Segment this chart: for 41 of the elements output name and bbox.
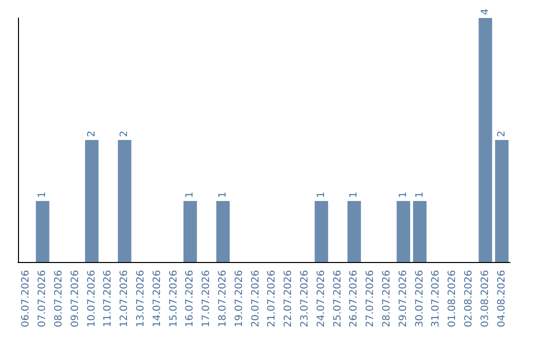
data-label: 1 <box>37 192 48 198</box>
x-tick-label: 22.07.2026 <box>283 270 294 328</box>
data-label: 2 <box>119 130 130 137</box>
x-tick-label: 10.07.2026 <box>86 270 98 328</box>
x-tick-label: 21.07.2026 <box>266 270 278 328</box>
x-tick-label: 16.07.2026 <box>184 270 196 328</box>
x-tick-label: 09.07.2026 <box>70 270 81 328</box>
x-tick-label: 31.07.2026 <box>430 270 442 328</box>
x-tick-label: 19.07.2026 <box>234 270 245 328</box>
data-label: 2 <box>496 130 508 137</box>
x-tick-label: 28.07.2026 <box>382 270 392 328</box>
x-tick-label: 18.07.2026 <box>218 270 228 328</box>
data-label: 1 <box>398 192 409 198</box>
x-tick-label: 14.07.2026 <box>152 270 163 328</box>
x-tick-label: 20.07.2026 <box>250 270 262 328</box>
x-tick-label: 26.07.2026 <box>348 270 360 328</box>
x-tick-label: 06.07.2026 <box>20 270 32 328</box>
data-label: 1 <box>184 192 196 198</box>
x-tick-label: 24.07.2026 <box>316 270 327 328</box>
x-tick-label: 15.07.2026 <box>168 270 180 328</box>
x-tick-label: 17.07.2026 <box>201 270 212 328</box>
x-tick-label: 13.07.2026 <box>136 270 146 328</box>
data-label: 1 <box>218 192 228 198</box>
x-tick-label: 07.07.2026 <box>37 270 48 328</box>
x-tick-label: 04.08.2026 <box>496 270 508 328</box>
x-tick-label: 25.07.2026 <box>332 270 344 328</box>
data-label: 2 <box>86 130 98 137</box>
x-tick-label: 03.08.2026 <box>480 270 491 328</box>
x-tick-label: 11.07.2026 <box>102 270 114 328</box>
x-tick-label: 02.08.2026 <box>464 270 474 328</box>
x-tick-label: 08.07.2026 <box>54 270 64 328</box>
data-label: 1 <box>316 192 327 198</box>
x-tick-label: 27.07.2026 <box>365 270 376 328</box>
data-label: 1 <box>414 192 426 198</box>
x-tick-label: 12.07.2026 <box>119 270 130 328</box>
x-tick-label: 01.08.2026 <box>447 270 458 328</box>
data-label: 4 <box>480 8 491 15</box>
x-tick-label: 30.07.2026 <box>414 270 426 328</box>
x-tick-label: 29.07.2026 <box>398 270 409 328</box>
data-label: 1 <box>348 192 360 198</box>
x-tick-label: 23.07.2026 <box>300 270 310 328</box>
